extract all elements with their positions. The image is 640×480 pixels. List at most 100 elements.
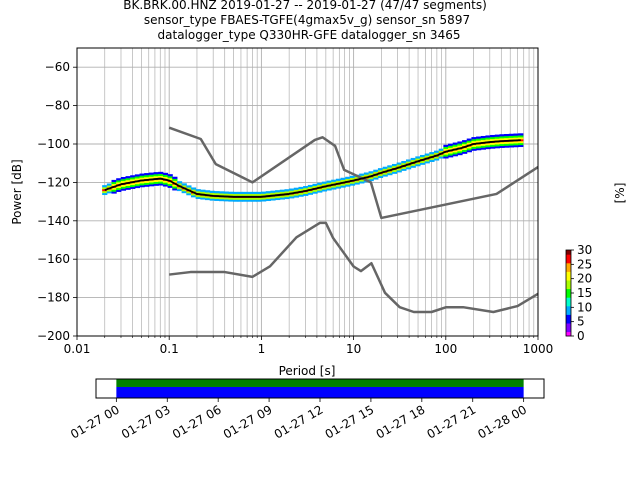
density-cell [298,194,304,197]
colorbar-segment [566,295,571,298]
density-cell [480,147,486,150]
colorbar-segment [566,284,571,287]
density-cell [204,195,211,199]
density-cell [251,197,257,200]
density-cell [284,196,290,200]
density-cell [401,168,407,171]
density-cell [307,184,314,188]
density-cell [405,165,412,168]
density-cell [317,188,323,191]
density-cell [247,199,253,202]
density-cell [513,145,519,148]
density-cell [401,160,407,164]
density-cell [490,134,496,138]
density-cell [102,185,108,188]
density-cell [125,178,131,181]
density-cell [354,176,360,179]
colorbar-segment [566,325,571,328]
density-cell [499,136,505,139]
density-cell [312,183,318,187]
colorbar-segment [566,251,571,254]
colorbar-segment [566,303,571,305]
density-cell [466,142,472,145]
series-line-mode [104,139,521,198]
density-cell [396,164,402,167]
density-cell [471,144,477,147]
density-cell [462,151,468,154]
density-cell [228,199,234,202]
density-cell [289,194,295,197]
density-cell [223,197,229,200]
density-cell [359,179,365,182]
density-cell [275,195,281,199]
density-cell [279,191,285,194]
density-cell [106,189,113,192]
density-cell [148,172,155,175]
density-cell [176,186,183,190]
density-cell [448,143,454,146]
density-cell [233,199,239,202]
density-cell [270,192,276,195]
density-cell [321,189,328,192]
density-cell [120,176,127,180]
density-cell [410,163,416,166]
density-cell [476,136,482,139]
density-cell [480,143,486,146]
density-cell [335,186,342,189]
density-cell [303,193,309,196]
density-cell [438,150,444,153]
density-cell [321,181,328,184]
density-cell [401,162,407,166]
density-cell [233,197,239,200]
density-cell [144,174,150,178]
density-cell [247,193,253,196]
x-tick-label: 100 [434,342,457,356]
colorbar-segment [566,294,571,297]
colorbar-segment [566,278,571,281]
density-cell [144,180,150,183]
density-cell [125,183,131,187]
density-cell [485,145,491,148]
density-cell [106,183,113,186]
colorbar-segment [566,318,571,321]
density-cell [345,184,351,187]
density-cell [275,197,281,201]
colorbar-segment [566,277,571,280]
density-cell [181,185,187,188]
density-cell [382,174,388,177]
density-cell [153,175,159,179]
density-cell [265,191,271,194]
density-cell [144,173,150,176]
density-cell [303,191,309,194]
density-cell [190,193,197,196]
y-tick-label: −80 [45,99,70,113]
density-cell [172,184,178,187]
colorbar-segment [566,258,571,261]
density-cell [452,154,458,157]
density-cell [200,197,206,200]
density-cell [438,156,444,159]
density-cell [340,179,346,182]
density-cell [331,181,337,184]
series-line-nhnm [168,126,539,220]
density-cell [415,156,421,159]
density-cell [499,141,505,145]
density-cell [391,163,398,167]
density-cell [419,160,426,163]
density-cell [247,191,253,195]
density-cell [490,138,496,142]
density-cell [237,193,243,196]
density-cell [429,152,435,155]
density-cell [335,180,342,183]
density-cell [518,144,524,148]
density-cell [116,187,122,191]
density-cell [106,191,113,194]
colorbar-segment [566,314,571,317]
density-cell [167,174,173,177]
density-cell [153,174,159,177]
density-cell [265,193,271,196]
density-cell [326,188,332,191]
density-cell [415,164,421,167]
density-cell [499,134,505,137]
